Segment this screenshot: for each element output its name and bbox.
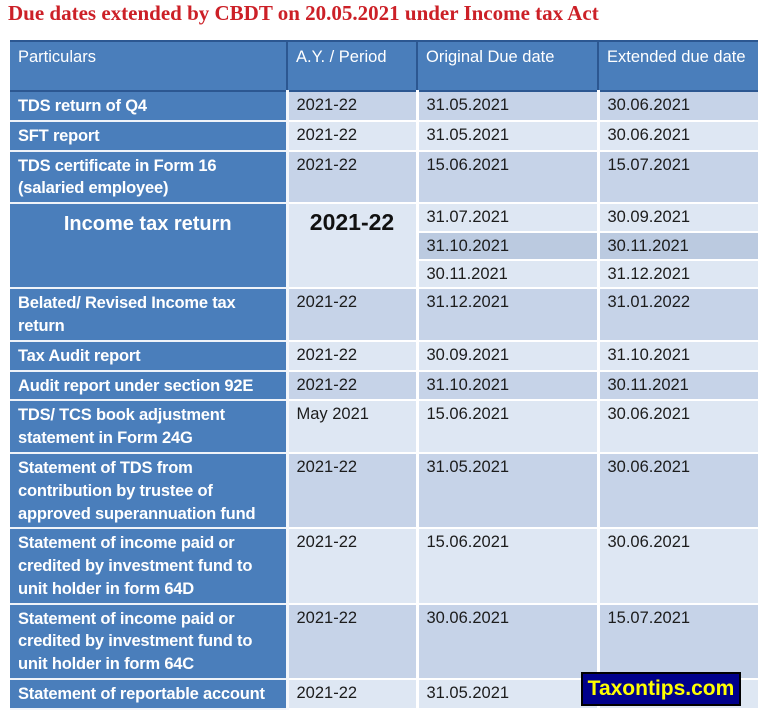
cell-original-due: 31.05.2021 — [417, 91, 600, 122]
cell-extended-due: 31.01.2022 — [598, 288, 758, 342]
cell-particulars: Statement of TDS from contribution by tr… — [10, 452, 289, 530]
cell-period: 2021-22 — [287, 528, 419, 605]
cell-particulars: Statement of reportable account — [10, 678, 289, 710]
due-dates-table: Particulars A.Y. / Period Original Due d… — [10, 40, 758, 710]
cell-particulars: Statement of income paid or credited by … — [10, 603, 289, 680]
income-tax-return-row: Income tax return 2021-22 31.07.2021 30.… — [10, 203, 758, 290]
col-header-period: A.Y. / Period — [287, 41, 418, 92]
cell-extended-due: 31.12.2021 — [598, 259, 758, 290]
cell-particulars: Audit report under section 92E — [10, 370, 289, 402]
cell-extended-due: 30.09.2021 — [598, 203, 758, 233]
table-row: SFT report 2021-22 31.05.2021 30.06.2021 — [10, 120, 758, 152]
cell-original-due: 31.10.2021 — [417, 370, 600, 402]
table-row: TDS return of Q4 2021-22 31.05.2021 30.0… — [10, 91, 758, 122]
cell-original-due: 31.07.2021 — [417, 203, 600, 233]
cell-original-due: 31.05.2021 — [417, 678, 600, 710]
table-row: Statement of income paid or credited by … — [10, 528, 758, 605]
cell-extended-due: 15.07.2021 — [598, 150, 758, 205]
cell-original-due: 15.06.2021 — [417, 150, 600, 205]
cell-extended-due: 30.06.2021 — [598, 91, 758, 122]
col-header-extended-due: Extended due date — [598, 41, 758, 92]
cell-period: 2021-22 — [287, 452, 419, 530]
cell-particulars: Income tax return — [10, 203, 289, 290]
table-row: Audit report under section 92E 2021-22 3… — [10, 370, 758, 402]
cell-period: 2021-22 — [287, 603, 419, 680]
cell-period: 2021-22 — [287, 678, 419, 710]
cell-original-due: 31.10.2021 — [417, 231, 600, 261]
col-header-particulars: Particulars — [10, 41, 288, 92]
cell-extended-due: 30.06.2021 — [598, 400, 758, 454]
col-header-original-due: Original Due date — [417, 41, 599, 92]
cell-period: 2021-22 — [287, 370, 419, 402]
cell-extended-due: 15.07.2021 — [598, 603, 758, 680]
cell-extended-due: 30.06.2021 — [598, 528, 758, 605]
cell-particulars: SFT report — [10, 120, 289, 152]
cell-original-due: 15.06.2021 — [417, 400, 600, 454]
header-row: Particulars A.Y. / Period Original Due d… — [10, 41, 758, 92]
table-row: Statement of TDS from contribution by tr… — [10, 452, 758, 530]
table-row: TDS certificate in Form 16 (salaried emp… — [10, 150, 758, 205]
income-tax-return-subrow: 31.10.2021 30.11.2021 — [10, 231, 758, 261]
table-row: Belated/ Revised Income tax return 2021-… — [10, 288, 758, 342]
cell-period: 2021-22 — [287, 120, 419, 152]
cell-period: 2021-22 — [287, 288, 419, 342]
cell-particulars: TDS certificate in Form 16 (salaried emp… — [10, 150, 289, 205]
table-row: TDS/ TCS book adjustment statement in Fo… — [10, 400, 758, 454]
cell-original-due: 31.05.2021 — [417, 452, 600, 530]
page-title: Due dates extended by CBDT on 20.05.2021… — [8, 1, 599, 25]
cell-extended-due: 30.11.2021 — [598, 370, 758, 402]
cell-period: May 2021 — [287, 400, 419, 454]
cell-original-due: 31.12.2021 — [417, 288, 600, 342]
cell-original-due: 30.11.2021 — [417, 259, 600, 290]
cell-extended-due: 30.06.2021 — [598, 452, 758, 530]
cell-original-due: 30.06.2021 — [417, 603, 600, 680]
table-row: Statement of income paid or credited by … — [10, 603, 758, 680]
cell-original-due: 31.05.2021 — [417, 120, 600, 152]
cell-particulars: Belated/ Revised Income tax return — [10, 288, 289, 342]
cell-extended-due: 30.06.2021 — [598, 120, 758, 152]
cell-period: 2021-22 — [287, 91, 419, 122]
cell-period: 2021-22 — [287, 340, 419, 372]
cell-particulars: Tax Audit report — [10, 340, 289, 372]
taxontips-badge: Taxontips.com — [581, 672, 741, 706]
income-tax-return-subrow: 30.11.2021 31.12.2021 — [10, 259, 758, 290]
cell-particulars: Statement of income paid or credited by … — [10, 528, 289, 605]
cell-original-due: 15.06.2021 — [417, 528, 600, 605]
cell-extended-due: 30.11.2021 — [598, 231, 758, 261]
cell-original-due: 30.09.2021 — [417, 340, 600, 372]
cell-period: 2021-22 — [287, 150, 419, 205]
cell-particulars: TDS return of Q4 — [10, 91, 289, 122]
cell-extended-due: 31.10.2021 — [598, 340, 758, 372]
table-row: Tax Audit report 2021-22 30.09.2021 31.1… — [10, 340, 758, 372]
cell-particulars: TDS/ TCS book adjustment statement in Fo… — [10, 400, 289, 454]
cell-period: 2021-22 — [287, 203, 419, 290]
